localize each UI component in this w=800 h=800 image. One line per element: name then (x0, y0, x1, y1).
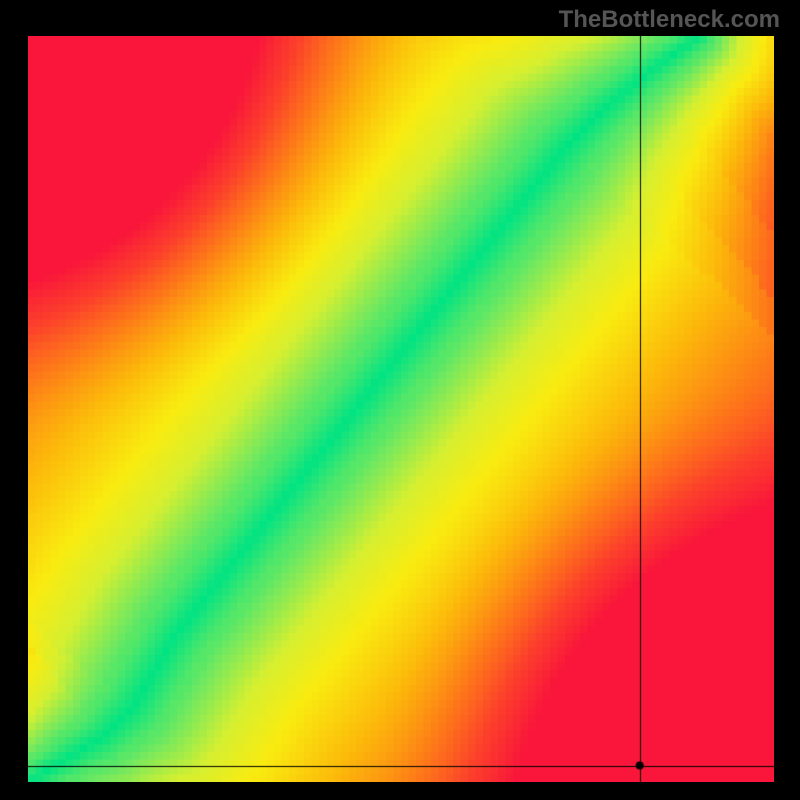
bottleneck-heatmap (28, 36, 774, 782)
chart-root: TheBottleneck.com (0, 0, 800, 800)
watermark-label: TheBottleneck.com (559, 6, 780, 34)
